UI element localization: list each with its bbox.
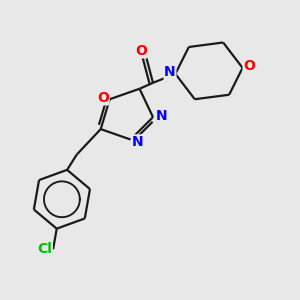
Text: Cl: Cl (37, 242, 52, 256)
Text: N: N (131, 135, 143, 149)
Text: O: O (243, 59, 255, 74)
Text: O: O (135, 44, 147, 58)
Text: N: N (155, 109, 167, 123)
Text: N: N (164, 65, 176, 80)
Text: O: O (97, 91, 109, 105)
